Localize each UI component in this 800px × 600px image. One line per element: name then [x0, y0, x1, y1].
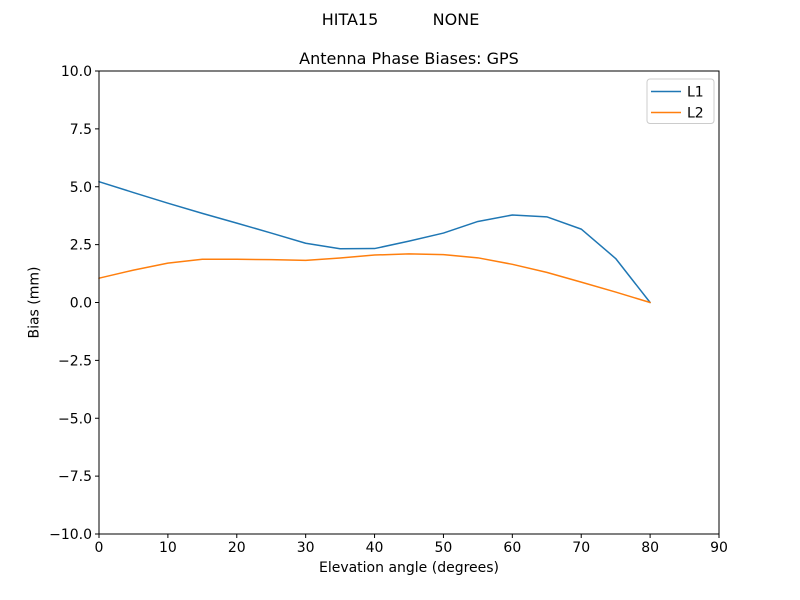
- x-tick-label: 80: [641, 540, 659, 556]
- suptitle-left: HITA15: [322, 10, 379, 29]
- x-tick-label: 10: [159, 540, 177, 556]
- x-tick-label: 40: [366, 540, 384, 556]
- plot-area: 0 10 20 30 40 50 60 70 80 90 −10.0 −7.5 −5.0 −2.5 0.0 2…: [49, 64, 728, 556]
- legend: L1 L2: [646, 78, 715, 124]
- x-tick-label: 20: [228, 540, 246, 556]
- suptitle-right: NONE: [433, 10, 480, 29]
- legend-box: [646, 78, 715, 124]
- series-line-l1: [98, 180, 651, 304]
- legend-label-l2: L2: [687, 106, 704, 122]
- y-tick-label: 2.5: [70, 238, 92, 254]
- x-axis-label: Elevation angle (degrees): [319, 560, 499, 576]
- y-tick-label: 10.0: [61, 64, 92, 80]
- y-tick-label: −5.0: [58, 411, 92, 427]
- y-tick-label: 0.0: [70, 296, 92, 312]
- x-tick-label: 30: [297, 540, 315, 556]
- y-tick-label: −2.5: [58, 353, 92, 369]
- x-tick-label: 70: [572, 540, 590, 556]
- y-axis-label: Bias (mm): [27, 266, 43, 338]
- x-tick-label: 60: [503, 540, 521, 556]
- y-tick-label: 5.0: [70, 180, 92, 196]
- y-tick-label: −7.5: [58, 469, 92, 485]
- series-line-l2: [98, 253, 651, 304]
- legend-label-l1: L1: [687, 85, 704, 101]
- x-tick-label: 50: [435, 540, 453, 556]
- axes-frame: [98, 70, 720, 535]
- x-tick-label: 0: [95, 540, 104, 556]
- x-tick-label: 90: [710, 540, 728, 556]
- y-tick-label: 7.5: [70, 122, 92, 138]
- chart-title: Antenna Phase Biases: GPS: [299, 49, 519, 68]
- y-tick-label: −10.0: [49, 527, 92, 543]
